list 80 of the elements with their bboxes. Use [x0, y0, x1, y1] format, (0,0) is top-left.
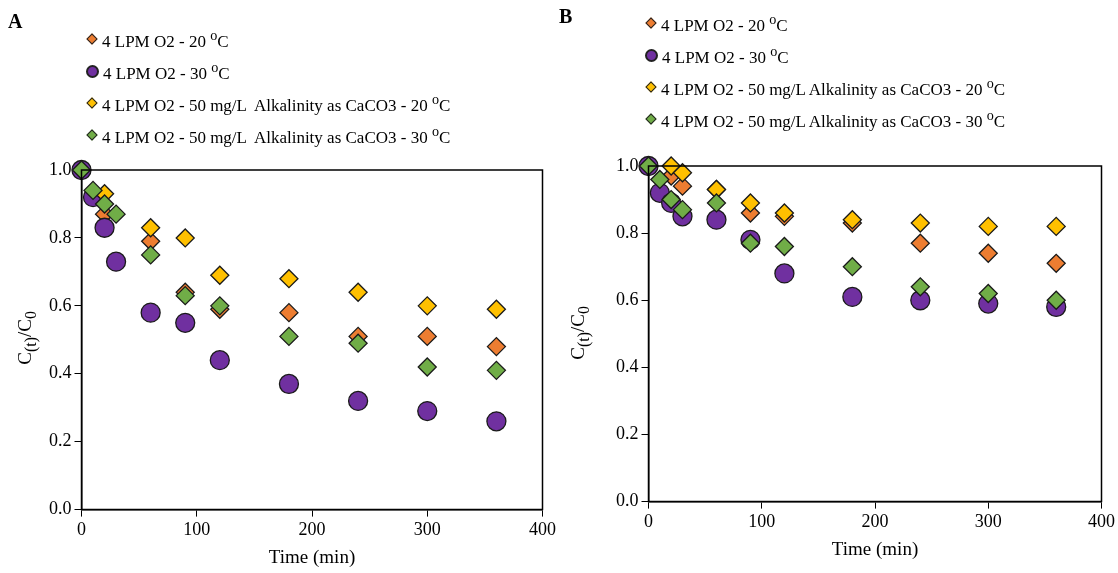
legend-label: 4 LPM O2 - 30 $^{o}$C	[662, 42, 789, 68]
point	[842, 257, 862, 277]
point	[417, 296, 437, 316]
x-tick-label: 0	[644, 511, 653, 532]
y-tick-label: 0.2	[616, 423, 639, 444]
point	[83, 180, 103, 201]
legend-label: 4 LPM O2 - 30 $^{o}$C	[103, 58, 230, 84]
point	[978, 283, 998, 304]
y-tick-label: 0.0	[616, 490, 639, 511]
x-tick-label: 100	[183, 519, 211, 540]
legend-label: 4 LPM O2 - 50 mg/L Alkalinity as CaCO3 - 20 $^{o}$C	[661, 74, 1006, 100]
y-tick-label: 0.8	[616, 221, 639, 242]
point	[141, 245, 161, 265]
point	[486, 336, 507, 357]
point	[706, 209, 727, 230]
legend-label: 4 LPM O2 - 20 $^{o}$C	[102, 26, 229, 52]
legend-label: 4 LPM O2 - 50 mg/L Alkalinity as CaCO3 - 30 $^{o}$C	[661, 106, 1006, 132]
y-tick-label: 0.6	[616, 288, 639, 309]
point	[740, 193, 761, 213]
point	[910, 277, 930, 297]
y-tick-label: 1.0	[49, 158, 72, 179]
point	[175, 228, 195, 248]
x-tick-label: 100	[748, 511, 776, 532]
point	[1046, 290, 1066, 310]
point	[347, 390, 369, 412]
point	[417, 400, 438, 422]
point	[210, 265, 230, 285]
point	[105, 251, 127, 272]
point	[278, 373, 300, 395]
x-tick-label: 200	[298, 519, 326, 540]
point	[672, 199, 693, 220]
point	[279, 302, 299, 323]
y-tick-label: 0.4	[49, 362, 72, 383]
point	[486, 360, 507, 381]
point	[842, 286, 863, 308]
point	[706, 193, 727, 213]
y-tick-label: 0.2	[49, 430, 72, 451]
point	[417, 326, 437, 347]
point	[140, 302, 161, 323]
chart-title: A	[8, 10, 23, 33]
point	[978, 216, 998, 237]
point	[910, 233, 930, 253]
legend-label: 4 LPM O2 - 50 mg/L Alkalinity as CaCO3 - 30 $^{o}$C	[102, 122, 451, 148]
point	[486, 411, 507, 432]
point	[279, 269, 299, 289]
point	[279, 326, 299, 347]
x-tick-label: 400	[529, 519, 556, 540]
point	[486, 299, 507, 319]
point	[106, 204, 126, 224]
point	[348, 282, 368, 302]
legend-label: 4 LPM O2 - 20 $^{o}$C	[661, 10, 788, 36]
y-tick-label: 0.6	[49, 294, 72, 315]
x-axis-title: Time (min)	[268, 545, 356, 568]
point	[672, 163, 693, 183]
y-tick-label: 0.0	[49, 498, 72, 519]
point	[774, 236, 795, 257]
point	[209, 350, 230, 371]
chart-title: B	[559, 5, 573, 28]
y-tick-label: 0.4	[616, 356, 639, 377]
x-axis-title: Time (min)	[831, 537, 919, 560]
x-tick-label: 200	[861, 511, 889, 532]
point	[774, 263, 795, 284]
point	[175, 312, 196, 333]
point	[1046, 216, 1066, 237]
y-tick-label: 1.0	[616, 154, 639, 175]
point	[650, 169, 670, 190]
point	[417, 357, 437, 377]
x-tick-label: 0	[77, 519, 86, 540]
point	[978, 243, 998, 263]
legend-label: 4 LPM O2 - 50 mg/L Alkalinity as CaCO3 - 20 $^{o}$C	[102, 90, 451, 116]
point	[94, 194, 115, 214]
y-tick-label: 0.8	[49, 226, 72, 247]
x-tick-label: 400	[1088, 511, 1115, 532]
point	[141, 218, 161, 238]
point	[94, 217, 115, 238]
point	[1046, 253, 1066, 273]
x-tick-label: 300	[413, 519, 441, 540]
x-tick-label: 300	[974, 511, 1002, 532]
point	[910, 213, 930, 233]
point	[348, 333, 368, 353]
